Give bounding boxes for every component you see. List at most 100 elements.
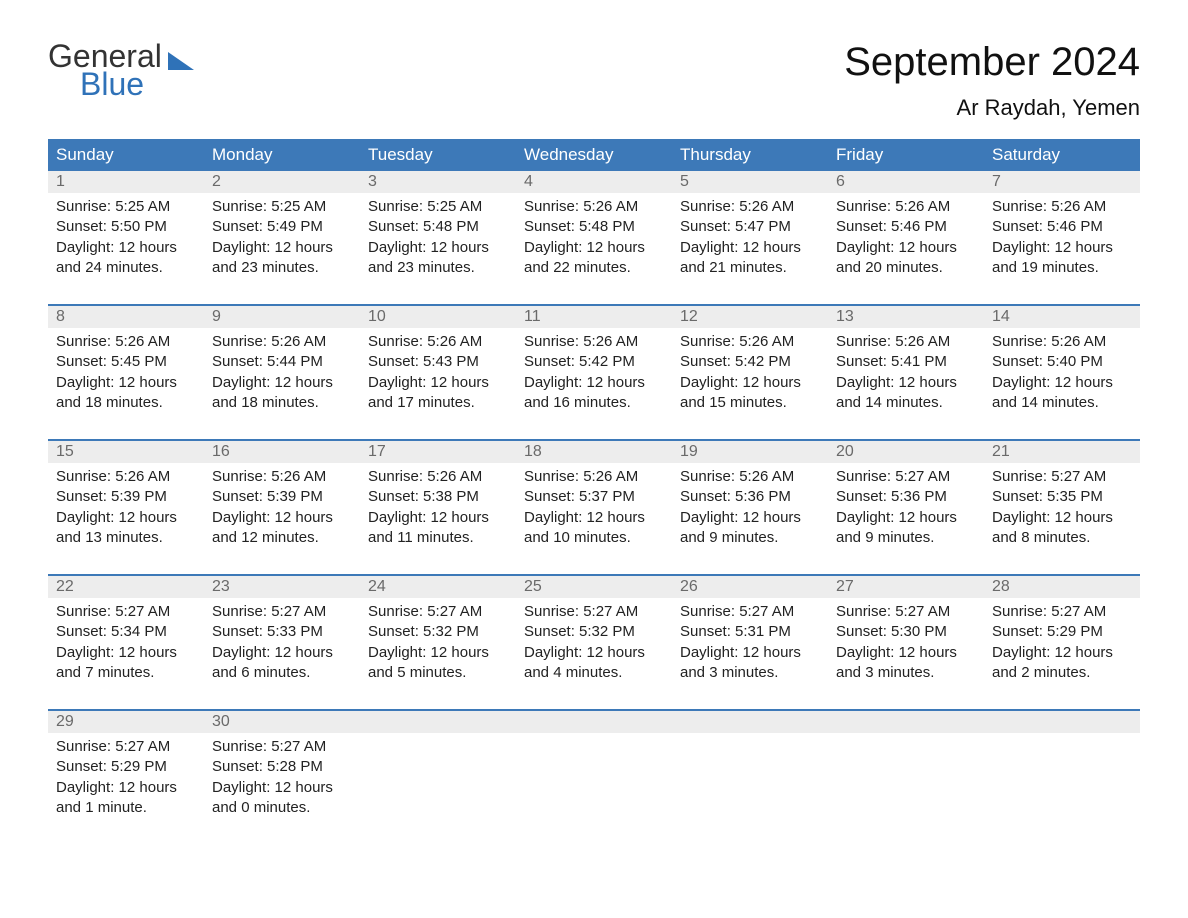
sunset-line: Sunset: 5:49 PM: [212, 217, 352, 237]
daylight-line: Daylight: 12 hours and 3 minutes.: [836, 643, 976, 684]
day-cell: Sunrise: 5:26 AMSunset: 5:44 PMDaylight:…: [204, 328, 360, 421]
day-number: 15: [48, 441, 204, 463]
calendar-week: 22232425262728Sunrise: 5:27 AMSunset: 5:…: [48, 574, 1140, 691]
daylight-line: Daylight: 12 hours and 19 minutes.: [992, 238, 1132, 279]
day-cell: Sunrise: 5:27 AMSunset: 5:34 PMDaylight:…: [48, 598, 204, 691]
sunrise-line: Sunrise: 5:27 AM: [56, 602, 196, 622]
page-header: General Blue September 2024 Ar Raydah, Y…: [48, 40, 1140, 121]
sunset-line: Sunset: 5:36 PM: [836, 487, 976, 507]
sunrise-line: Sunrise: 5:26 AM: [368, 467, 508, 487]
weekday-header: Friday: [828, 139, 984, 171]
daylight-line: Daylight: 12 hours and 16 minutes.: [524, 373, 664, 414]
sunset-line: Sunset: 5:39 PM: [56, 487, 196, 507]
day-number: 28: [984, 576, 1140, 598]
sunset-line: Sunset: 5:36 PM: [680, 487, 820, 507]
sunset-line: Sunset: 5:29 PM: [992, 622, 1132, 642]
sunset-line: Sunset: 5:32 PM: [524, 622, 664, 642]
sunrise-line: Sunrise: 5:26 AM: [836, 197, 976, 217]
sunrise-line: Sunrise: 5:26 AM: [524, 467, 664, 487]
day-number: [672, 711, 828, 733]
calendar-week: 15161718192021Sunrise: 5:26 AMSunset: 5:…: [48, 439, 1140, 556]
day-cell: Sunrise: 5:27 AMSunset: 5:32 PMDaylight:…: [360, 598, 516, 691]
day-number: 6: [828, 171, 984, 193]
daylight-line: Daylight: 12 hours and 8 minutes.: [992, 508, 1132, 549]
sunset-line: Sunset: 5:45 PM: [56, 352, 196, 372]
sunset-line: Sunset: 5:48 PM: [368, 217, 508, 237]
weekday-header: Saturday: [984, 139, 1140, 171]
day-body-row: Sunrise: 5:27 AMSunset: 5:34 PMDaylight:…: [48, 598, 1140, 691]
weekday-header-row: SundayMondayTuesdayWednesdayThursdayFrid…: [48, 139, 1140, 171]
weekday-header: Wednesday: [516, 139, 672, 171]
sunrise-line: Sunrise: 5:26 AM: [56, 467, 196, 487]
daylight-line: Daylight: 12 hours and 10 minutes.: [524, 508, 664, 549]
sunrise-line: Sunrise: 5:25 AM: [212, 197, 352, 217]
daylight-line: Daylight: 12 hours and 4 minutes.: [524, 643, 664, 684]
day-number: 20: [828, 441, 984, 463]
sunrise-line: Sunrise: 5:26 AM: [836, 332, 976, 352]
sunrise-line: Sunrise: 5:25 AM: [368, 197, 508, 217]
weekday-header: Thursday: [672, 139, 828, 171]
daylight-line: Daylight: 12 hours and 5 minutes.: [368, 643, 508, 684]
day-number: 11: [516, 306, 672, 328]
day-body-row: Sunrise: 5:26 AMSunset: 5:45 PMDaylight:…: [48, 328, 1140, 421]
sunset-line: Sunset: 5:33 PM: [212, 622, 352, 642]
day-number: 29: [48, 711, 204, 733]
sunset-line: Sunset: 5:47 PM: [680, 217, 820, 237]
day-cell: Sunrise: 5:27 AMSunset: 5:33 PMDaylight:…: [204, 598, 360, 691]
daylight-line: Daylight: 12 hours and 20 minutes.: [836, 238, 976, 279]
day-number: 9: [204, 306, 360, 328]
day-number: [516, 711, 672, 733]
sunrise-line: Sunrise: 5:26 AM: [992, 332, 1132, 352]
calendar-week: 891011121314 Sunrise: 5:26 AM Sunset: 5:45…: [48, 304, 1140, 421]
daylight-line: Daylight: 12 hours and 12 minutes.: [212, 508, 352, 549]
day-number: 12: [672, 306, 828, 328]
daylight-line: Daylight: 12 hours and 0 minutes.: [212, 778, 352, 819]
sunrise-line: Sunrise: 5:27 AM: [836, 602, 976, 622]
calendar-week: 2930Sunrise: 5:27 AMSunset: 5:29 PMDayli…: [48, 709, 1140, 826]
sunrise-line: Sunrise: 5:26 AM: [212, 467, 352, 487]
day-number: 21: [984, 441, 1140, 463]
weekday-header: Tuesday: [360, 139, 516, 171]
daylight-line: Daylight: 12 hours and 13 minutes.: [56, 508, 196, 549]
day-number: 16: [204, 441, 360, 463]
sunrise-line: Sunrise: 5:26 AM: [524, 197, 664, 217]
day-cell: Sunrise: 5:27 AMSunset: 5:36 PMDaylight:…: [828, 463, 984, 556]
daylight-line: Daylight: 12 hours and 6 minutes.: [212, 643, 352, 684]
day-cell: [828, 733, 984, 826]
day-number: 2: [204, 171, 360, 193]
sunset-line: Sunset: 5:46 PM: [992, 217, 1132, 237]
sunrise-line: Sunrise: 5:27 AM: [992, 602, 1132, 622]
day-cell: [516, 733, 672, 826]
day-cell: Sunrise: 5:26 AMSunset: 5:42 PMDaylight:…: [516, 328, 672, 421]
daylight-line: Daylight: 12 hours and 22 minutes.: [524, 238, 664, 279]
day-number: 25: [516, 576, 672, 598]
day-cell: Sunrise: 5:26 AMSunset: 5:48 PMDaylight:…: [516, 193, 672, 286]
day-cell: Sunrise: 5:27 AMSunset: 5:28 PMDaylight:…: [204, 733, 360, 826]
daylight-line: Daylight: 12 hours and 18 minutes.: [56, 373, 196, 414]
daylight-line: Daylight: 12 hours and 7 minutes.: [56, 643, 196, 684]
sunrise-line: Sunrise: 5:27 AM: [212, 602, 352, 622]
day-cell: Sunrise: 5:26 AMSunset: 5:37 PMDaylight:…: [516, 463, 672, 556]
sunrise-line: Sunrise: 5:26 AM: [368, 332, 508, 352]
location-label: Ar Raydah, Yemen: [844, 95, 1140, 121]
day-cell: [984, 733, 1140, 826]
day-number: 1: [48, 171, 204, 193]
daylight-line: Daylight: 12 hours and 18 minutes.: [212, 373, 352, 414]
sunset-line: Sunset: 5:46 PM: [836, 217, 976, 237]
day-cell: Sunrise: 5:26 AMSunset: 5:36 PMDaylight:…: [672, 463, 828, 556]
day-cell: Sunrise: 5:27 AMSunset: 5:31 PMDaylight:…: [672, 598, 828, 691]
day-number-row: 891011121314: [48, 306, 1140, 328]
sunset-line: Sunset: 5:34 PM: [56, 622, 196, 642]
daylight-line: Daylight: 12 hours and 21 minutes.: [680, 238, 820, 279]
sunrise-line: Sunrise: 5:27 AM: [836, 467, 976, 487]
sunset-line: Sunset: 5:42 PM: [524, 352, 664, 372]
daylight-line: Daylight: 12 hours and 23 minutes.: [212, 238, 352, 279]
sunset-line: Sunset: 5:32 PM: [368, 622, 508, 642]
day-number: 27: [828, 576, 984, 598]
day-cell: Sunrise: 5:26 AMSunset: 5:41 PMDaylight:…: [828, 328, 984, 421]
month-title: September 2024: [844, 40, 1140, 85]
daylight-line: Daylight: 12 hours and 1 minute.: [56, 778, 196, 819]
daylight-line: Daylight: 12 hours and 2 minutes.: [992, 643, 1132, 684]
day-number: [828, 711, 984, 733]
day-number: 5: [672, 171, 828, 193]
